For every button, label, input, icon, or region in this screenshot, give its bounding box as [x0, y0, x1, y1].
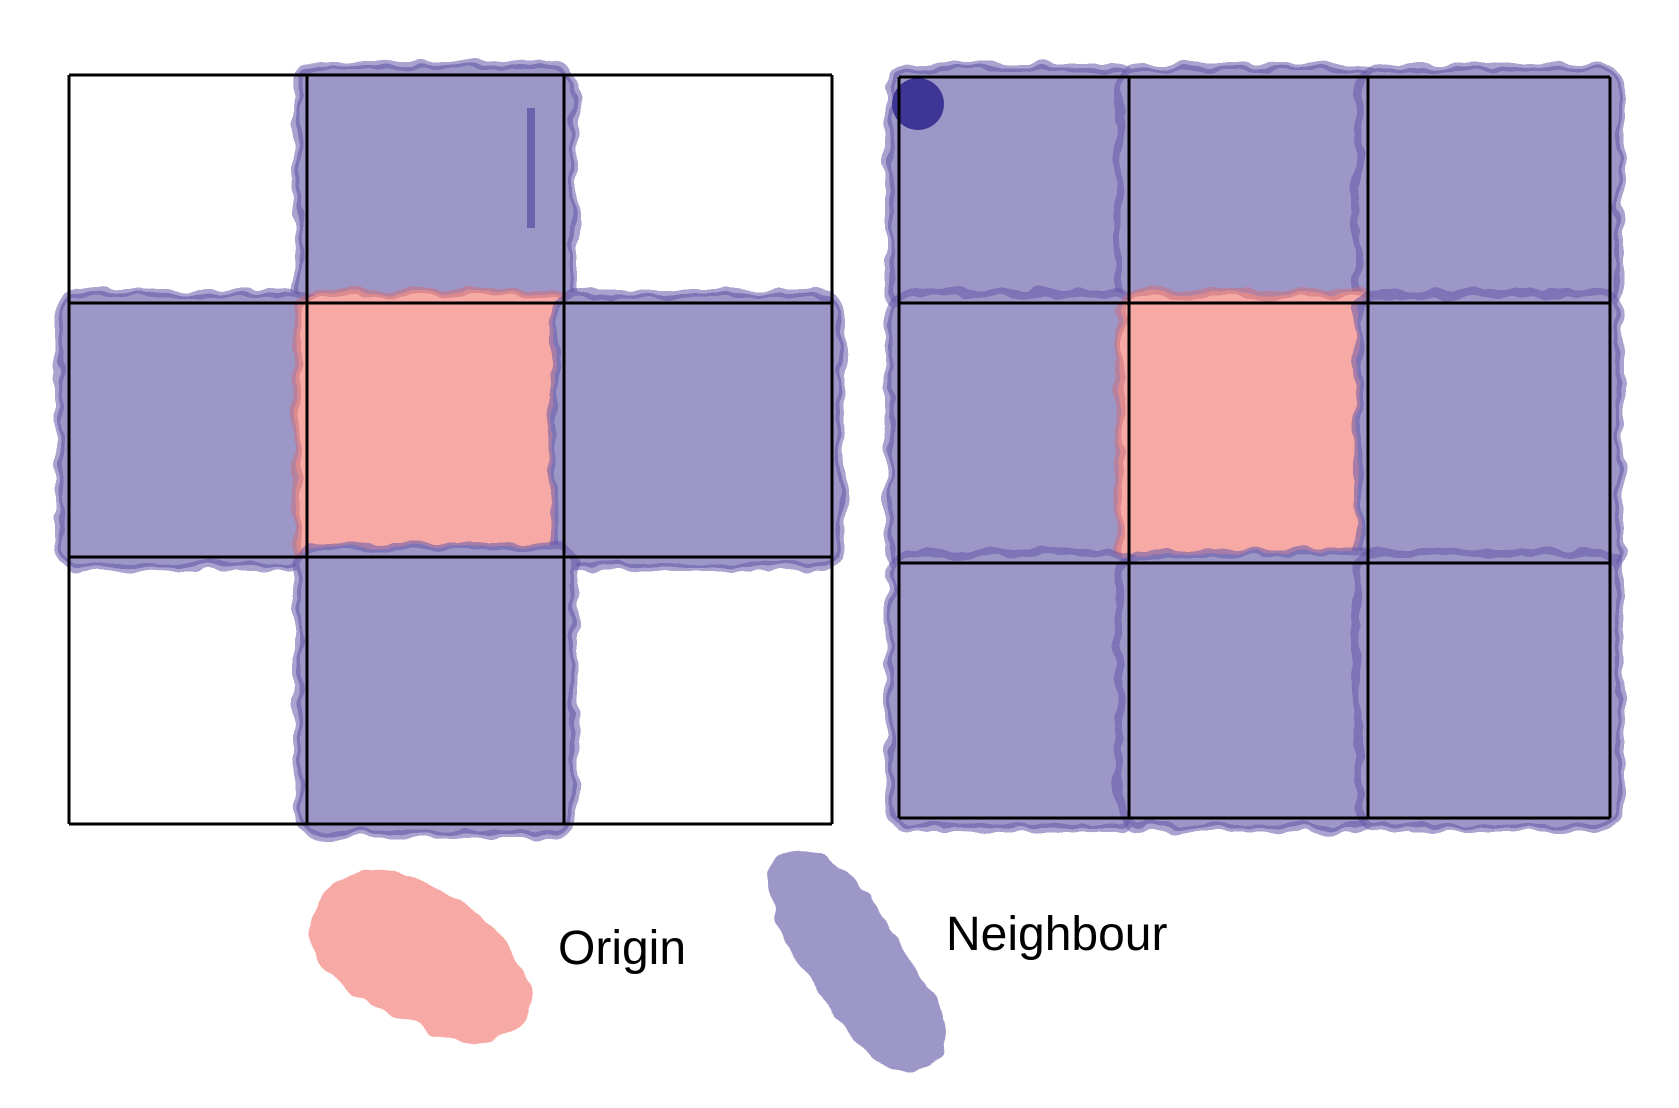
brush-dot	[892, 78, 944, 130]
grid-lines	[67, 73, 834, 826]
neighbour-cell	[1354, 549, 1624, 832]
neighbour-swatch-blob	[767, 851, 947, 1071]
grid-von-neumann	[55, 61, 846, 838]
neighbour-cell	[885, 289, 1143, 577]
legend: Origin Neighbour	[310, 851, 1168, 1071]
neighbour-cell	[885, 549, 1143, 832]
neighbour-cell	[55, 289, 321, 571]
neighbour-cell	[293, 543, 578, 838]
cell-fills	[55, 61, 846, 838]
origin-swatch-blob	[310, 869, 529, 1043]
legend-origin-label: Origin	[558, 922, 686, 975]
legend-neighbour-swatch	[767, 851, 947, 1071]
neighbour-cell	[1115, 63, 1382, 317]
neighbour-cell	[1354, 63, 1624, 317]
grid-moore	[885, 63, 1624, 832]
neighbour-cell	[1115, 549, 1382, 832]
cell-fills	[885, 63, 1624, 832]
legend-origin-swatch	[310, 869, 529, 1043]
grid-lines	[897, 75, 1612, 820]
neighbour-cell	[550, 289, 846, 571]
neighbour-cell	[1354, 289, 1624, 577]
origin-cell	[293, 289, 578, 571]
origin-cell	[1115, 289, 1382, 577]
brush-mark	[510, 101, 551, 235]
legend-neighbour-label: Neighbour	[946, 908, 1168, 961]
